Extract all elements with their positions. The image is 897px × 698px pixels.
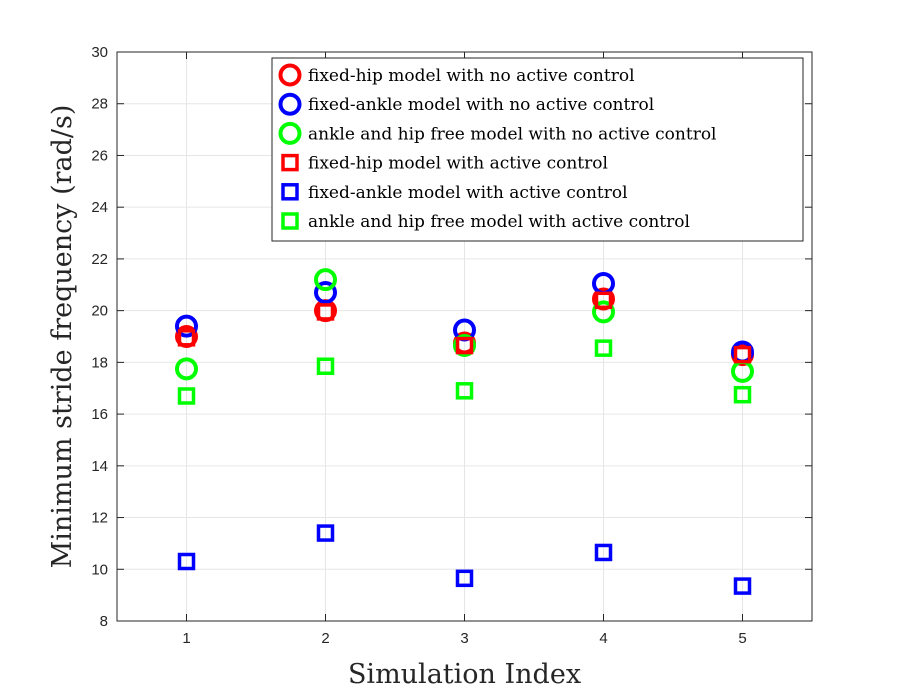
circle-point bbox=[175, 314, 198, 338]
square-point bbox=[455, 336, 474, 355]
legend-label: fixed-hip model with active control bbox=[308, 154, 608, 174]
y-tick-label: 14 bbox=[91, 458, 108, 475]
series-5 bbox=[177, 524, 752, 595]
y-tick-label: 26 bbox=[91, 147, 108, 164]
y-tick-label: 20 bbox=[91, 303, 108, 320]
y-tick-label: 24 bbox=[91, 199, 108, 216]
square-point bbox=[455, 569, 474, 588]
y-tick-label: 22 bbox=[91, 251, 108, 268]
legend-marker bbox=[278, 121, 302, 145]
legend-marker bbox=[278, 63, 302, 87]
legend-marker bbox=[281, 183, 299, 201]
y-tick-label: 10 bbox=[91, 561, 108, 578]
square-point bbox=[316, 303, 335, 321]
legend-label: fixed-ankle model with active control bbox=[308, 183, 628, 203]
square-point bbox=[733, 577, 752, 595]
series-4 bbox=[177, 291, 752, 364]
legend: fixed-hip model with no active control fi… bbox=[271, 57, 804, 242]
square-point bbox=[455, 382, 474, 400]
square-point bbox=[177, 552, 196, 571]
circle-point bbox=[314, 268, 337, 292]
y-tick-label: 16 bbox=[91, 406, 108, 423]
legend-marker bbox=[281, 153, 299, 172]
series-6 bbox=[177, 339, 752, 405]
square-point bbox=[594, 291, 613, 310]
x-tick-label: 5 bbox=[738, 630, 746, 647]
square-point bbox=[733, 385, 752, 404]
legend-marker bbox=[278, 92, 302, 116]
y-axis-title: Minimum stride frequency (rad/s) bbox=[47, 105, 78, 569]
square-point bbox=[316, 524, 335, 542]
y-tick-label: 30 bbox=[91, 44, 108, 61]
legend-label: fixed-ankle model with no active control bbox=[308, 95, 654, 115]
x-axis-title: Simulation Index bbox=[348, 659, 581, 690]
square-point bbox=[316, 357, 335, 375]
y-tick-label: 12 bbox=[91, 510, 108, 527]
circle-point bbox=[592, 300, 615, 324]
y-tick-label: 28 bbox=[91, 96, 108, 113]
y-tick-label: 18 bbox=[91, 354, 108, 371]
x-tick-label: 3 bbox=[460, 630, 468, 647]
circle-point bbox=[175, 357, 198, 381]
legend-label: fixed-hip model with no active control bbox=[308, 66, 635, 86]
circle-point bbox=[453, 334, 476, 358]
legend-marker bbox=[281, 212, 299, 230]
y-tick-label: 8 bbox=[100, 613, 108, 630]
legend-label: ankle and hip free model with no active … bbox=[308, 124, 717, 144]
data-marks bbox=[175, 268, 754, 595]
square-point bbox=[594, 543, 613, 562]
square-point bbox=[177, 329, 196, 347]
legend-box bbox=[271, 57, 804, 242]
square-point bbox=[594, 339, 613, 357]
legend-label: ankle and hip free model with active con… bbox=[308, 212, 690, 232]
x-tick-label: 1 bbox=[182, 630, 190, 647]
square-point bbox=[733, 345, 752, 364]
x-tick-label: 2 bbox=[321, 630, 329, 647]
square-point bbox=[177, 387, 196, 405]
circle-point bbox=[314, 281, 337, 305]
x-tick-label: 4 bbox=[599, 630, 607, 647]
